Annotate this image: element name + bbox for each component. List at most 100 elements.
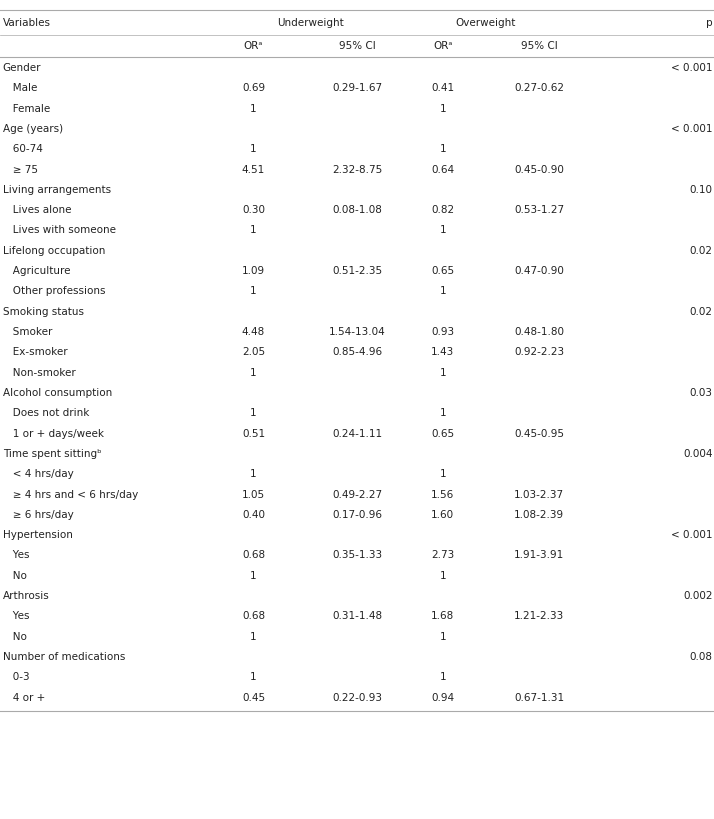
Text: Alcohol consumption: Alcohol consumption <box>3 388 112 398</box>
Text: 1: 1 <box>439 225 446 236</box>
Text: 1: 1 <box>250 408 257 419</box>
Text: 95% CI: 95% CI <box>338 41 376 51</box>
Text: 0.45: 0.45 <box>242 693 265 703</box>
Text: 1: 1 <box>250 144 257 154</box>
Text: 0.40: 0.40 <box>242 509 265 520</box>
Text: 1.68: 1.68 <box>431 611 454 622</box>
Text: 0.47-0.90: 0.47-0.90 <box>514 266 564 276</box>
Text: Number of medications: Number of medications <box>3 652 125 662</box>
Text: Smoker: Smoker <box>3 327 52 337</box>
Text: Yes: Yes <box>3 550 29 560</box>
Text: 0.30: 0.30 <box>242 205 265 215</box>
Text: 0.45-0.95: 0.45-0.95 <box>514 428 564 439</box>
Text: 0.85-4.96: 0.85-4.96 <box>332 347 382 357</box>
Text: 1.05: 1.05 <box>242 490 265 500</box>
Text: 0.002: 0.002 <box>683 591 713 601</box>
Text: 0.65: 0.65 <box>431 428 454 439</box>
Text: Time spent sittingᵇ: Time spent sittingᵇ <box>3 449 101 459</box>
Text: Gender: Gender <box>3 63 41 73</box>
Text: 0.10: 0.10 <box>690 185 713 195</box>
Text: 1: 1 <box>250 672 257 682</box>
Text: 0.93: 0.93 <box>431 327 454 337</box>
Text: 1.56: 1.56 <box>431 490 454 500</box>
Text: 1: 1 <box>250 368 257 378</box>
Text: Age (years): Age (years) <box>3 124 63 134</box>
Text: 2.32-8.75: 2.32-8.75 <box>332 165 382 174</box>
Text: Non-smoker: Non-smoker <box>3 368 76 378</box>
Text: 1: 1 <box>439 144 446 154</box>
Text: Variables: Variables <box>3 18 51 28</box>
Text: Other professions: Other professions <box>3 287 106 296</box>
Text: 0.68: 0.68 <box>242 611 265 622</box>
Text: 0.31-1.48: 0.31-1.48 <box>332 611 382 622</box>
Text: 1: 1 <box>250 469 257 479</box>
Text: 0.41: 0.41 <box>431 84 454 93</box>
Text: 2.73: 2.73 <box>431 550 454 560</box>
Text: 1 or + days/week: 1 or + days/week <box>3 428 104 439</box>
Text: 0.24-1.11: 0.24-1.11 <box>332 428 382 439</box>
Text: < 0.001: < 0.001 <box>671 124 713 134</box>
Text: Ex-smoker: Ex-smoker <box>3 347 68 357</box>
Text: 1: 1 <box>250 571 257 581</box>
Text: 0.02: 0.02 <box>690 306 713 317</box>
Text: 0.51: 0.51 <box>242 428 265 439</box>
Text: p: p <box>706 18 713 28</box>
Text: ORᵃ: ORᵃ <box>243 41 263 51</box>
Text: Smoking status: Smoking status <box>3 306 84 317</box>
Text: 0.27-0.62: 0.27-0.62 <box>514 84 564 93</box>
Text: 1: 1 <box>250 287 257 296</box>
Text: < 0.001: < 0.001 <box>671 63 713 73</box>
Text: 0.67-1.31: 0.67-1.31 <box>514 693 564 703</box>
Text: 95% CI: 95% CI <box>521 41 558 51</box>
Text: 1: 1 <box>439 469 446 479</box>
Text: 0.51-2.35: 0.51-2.35 <box>332 266 382 276</box>
Text: ≥ 6 hrs/day: ≥ 6 hrs/day <box>3 509 74 520</box>
Text: 4 or +: 4 or + <box>3 693 45 703</box>
Text: 1: 1 <box>439 368 446 378</box>
Text: 0.08-1.08: 0.08-1.08 <box>332 205 382 215</box>
Text: 1.43: 1.43 <box>431 347 454 357</box>
Text: 1: 1 <box>439 287 446 296</box>
Text: Overweight: Overweight <box>456 18 516 28</box>
Text: 1: 1 <box>250 225 257 236</box>
Text: 0.92-2.23: 0.92-2.23 <box>514 347 564 357</box>
Text: < 0.001: < 0.001 <box>671 530 713 541</box>
Text: 0.17-0.96: 0.17-0.96 <box>332 509 382 520</box>
Text: 1: 1 <box>439 672 446 682</box>
Text: 0.29-1.67: 0.29-1.67 <box>332 84 382 93</box>
Text: 1: 1 <box>439 631 446 642</box>
Text: 4.48: 4.48 <box>242 327 265 337</box>
Text: Lives alone: Lives alone <box>3 205 71 215</box>
Text: 1: 1 <box>439 103 446 114</box>
Text: Does not drink: Does not drink <box>3 408 89 419</box>
Text: 4.51: 4.51 <box>242 165 265 174</box>
Text: 60-74: 60-74 <box>3 144 43 154</box>
Text: 1: 1 <box>439 571 446 581</box>
Text: Lifelong occupation: Lifelong occupation <box>3 246 105 256</box>
Text: 0.02: 0.02 <box>690 246 713 256</box>
Text: No: No <box>3 571 26 581</box>
Text: 0.68: 0.68 <box>242 550 265 560</box>
Text: 0.53-1.27: 0.53-1.27 <box>514 205 564 215</box>
Text: 0.22-0.93: 0.22-0.93 <box>332 693 382 703</box>
Text: 0.48-1.80: 0.48-1.80 <box>514 327 564 337</box>
Text: Lives with someone: Lives with someone <box>3 225 116 236</box>
Text: Underweight: Underweight <box>277 18 344 28</box>
Text: 0.82: 0.82 <box>431 205 454 215</box>
Text: < 4 hrs/day: < 4 hrs/day <box>3 469 74 479</box>
Text: 0.45-0.90: 0.45-0.90 <box>514 165 564 174</box>
Text: ORᵃ: ORᵃ <box>433 41 453 51</box>
Text: 0-3: 0-3 <box>3 672 29 682</box>
Text: ≥ 75: ≥ 75 <box>3 165 38 174</box>
Text: 0.03: 0.03 <box>690 388 713 398</box>
Text: 1: 1 <box>250 103 257 114</box>
Text: Male: Male <box>3 84 37 93</box>
Text: 1.03-2.37: 1.03-2.37 <box>514 490 564 500</box>
Text: 0.64: 0.64 <box>431 165 454 174</box>
Text: Agriculture: Agriculture <box>3 266 71 276</box>
Text: 0.08: 0.08 <box>690 652 713 662</box>
Text: 1.54-13.04: 1.54-13.04 <box>328 327 386 337</box>
Text: 0.65: 0.65 <box>431 266 454 276</box>
Text: Arthrosis: Arthrosis <box>3 591 49 601</box>
Text: Female: Female <box>3 103 50 114</box>
